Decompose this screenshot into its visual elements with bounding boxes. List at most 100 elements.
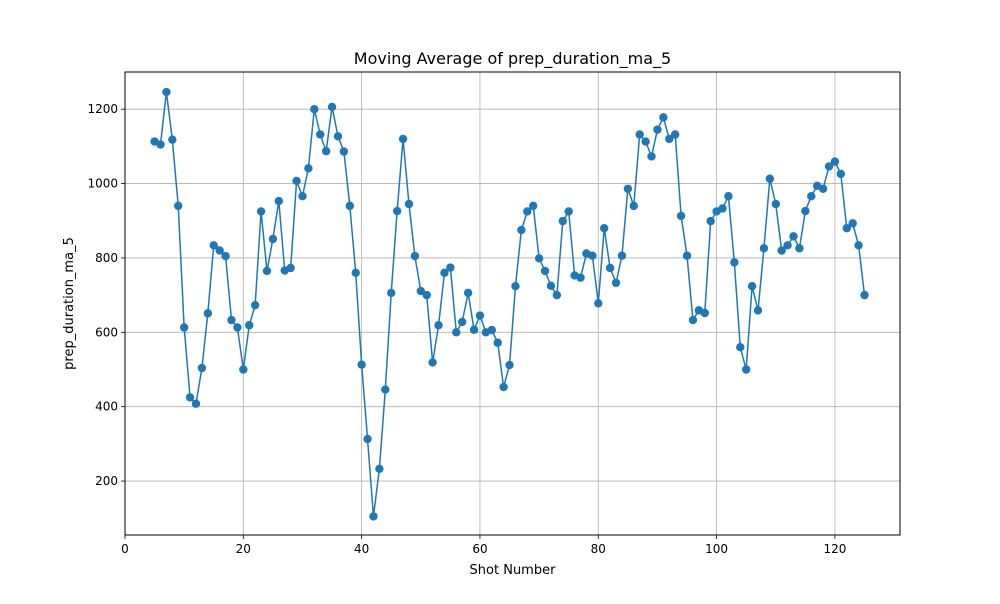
data-point [351, 268, 360, 278]
data-point [452, 328, 461, 337]
data-point [446, 263, 455, 272]
data-point [824, 162, 834, 171]
data-point [623, 184, 633, 193]
data-point [594, 299, 603, 308]
data-point [440, 268, 449, 278]
data-point [345, 201, 355, 211]
data-point [416, 286, 426, 296]
data-point [771, 199, 780, 209]
data-point [221, 251, 230, 261]
y-tick-label: 800 [95, 251, 118, 265]
data-point [807, 192, 816, 201]
x-tick-label: 0 [121, 542, 129, 556]
data-point [487, 325, 496, 335]
data-point [185, 393, 195, 402]
data-point [759, 244, 769, 253]
data-point [239, 365, 248, 374]
x-axis-ticks: 0 20 40 60 80 100 120 [121, 535, 846, 556]
data-point [682, 251, 692, 260]
data-points [150, 87, 869, 521]
data-point [700, 308, 709, 318]
data-point [174, 201, 183, 211]
data-point [647, 152, 656, 161]
data-point [458, 317, 467, 327]
data-point [635, 130, 644, 139]
data-point [724, 192, 733, 201]
data-point [321, 147, 331, 156]
data-point [499, 382, 508, 392]
data-point [801, 206, 810, 216]
data-point [558, 216, 567, 226]
data-point [316, 130, 325, 139]
data-point [493, 338, 502, 347]
data-point [777, 246, 786, 255]
data-point [747, 282, 757, 291]
x-tick-label: 80 [591, 542, 606, 556]
data-point [168, 135, 177, 144]
x-tick-label: 120 [823, 542, 846, 556]
data-point [298, 192, 307, 201]
data-point [676, 211, 686, 221]
y-axis-label: prep_duration_ma_5 [62, 237, 77, 370]
data-point [511, 282, 520, 291]
data-point [517, 225, 526, 235]
data-point [274, 196, 284, 206]
data-point [854, 241, 863, 250]
plot-area-frame [124, 71, 901, 536]
data-point [730, 258, 739, 267]
data-point [629, 201, 638, 211]
data-point [789, 232, 798, 241]
data-point [534, 254, 544, 263]
data-point [410, 251, 420, 261]
y-axis-ticks: 200 400 600 800 1000 1200 [87, 102, 125, 488]
data-point [209, 241, 218, 250]
data-point [860, 290, 869, 300]
data-point [641, 137, 650, 146]
data-point [304, 164, 313, 173]
data-point [523, 207, 532, 216]
data-point [203, 309, 213, 318]
data-point [215, 246, 224, 255]
x-tick-label: 60 [472, 542, 487, 556]
data-point [398, 134, 408, 144]
data-point [795, 244, 804, 253]
data-point [765, 174, 775, 183]
data-point [706, 216, 715, 226]
data-point [842, 223, 851, 233]
y-tick-label: 1000 [87, 177, 118, 191]
data-point [753, 306, 763, 315]
data-point [611, 278, 621, 288]
data-point [783, 241, 792, 250]
data-point [576, 273, 585, 282]
data-point [552, 290, 562, 300]
data-point [736, 342, 745, 352]
data-point [381, 385, 390, 394]
data-point [830, 157, 840, 166]
data-point [469, 325, 479, 334]
data-point [179, 323, 189, 332]
data-point [848, 219, 857, 228]
x-tick-label: 100 [705, 542, 728, 556]
data-point [392, 206, 402, 216]
data-point [191, 399, 201, 408]
data-point [339, 147, 349, 156]
data-point [369, 512, 378, 521]
data-point [599, 223, 609, 233]
data-point [250, 300, 260, 310]
data-point [227, 315, 236, 325]
data-point [404, 199, 414, 209]
data-point [245, 321, 254, 330]
data-point [434, 321, 443, 330]
data-point [659, 113, 668, 122]
data-point [357, 360, 366, 369]
data-point [617, 251, 627, 260]
data-point [605, 263, 615, 273]
x-axis-label: Shot Number [470, 563, 557, 578]
data-point [256, 207, 266, 216]
data-point [292, 176, 301, 186]
data-point [818, 184, 828, 193]
data-point [505, 360, 514, 370]
